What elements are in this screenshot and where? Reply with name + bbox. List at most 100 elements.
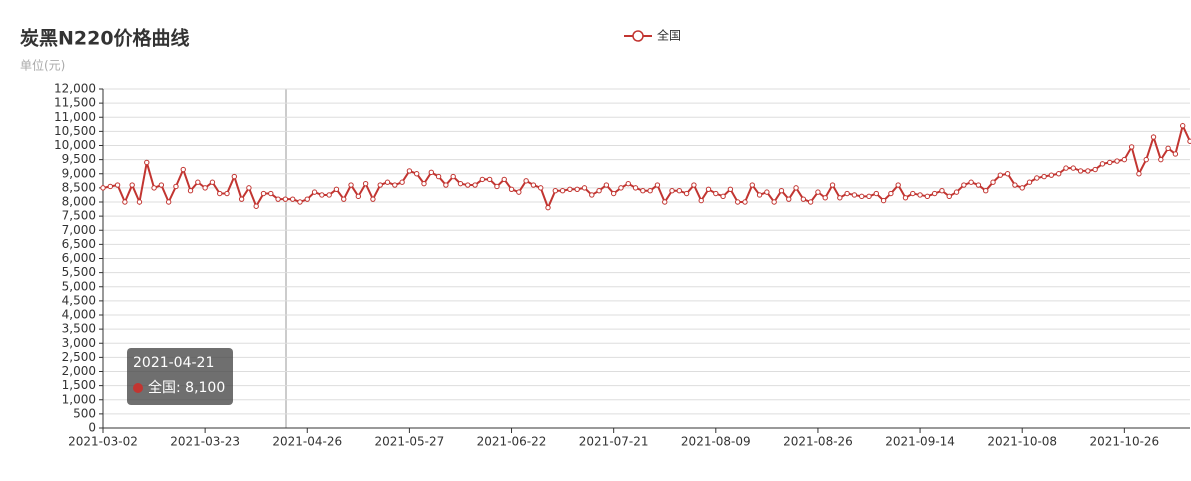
- point: [107, 183, 113, 190]
- point: [289, 196, 296, 202]
- point: [202, 185, 208, 191]
- point: [1180, 123, 1186, 129]
- y-tick-label: 10,500: [54, 124, 96, 138]
- point: [1034, 175, 1040, 181]
- point: [1092, 166, 1098, 173]
- point: [209, 179, 216, 185]
- point: [538, 185, 544, 191]
- point: [990, 179, 996, 185]
- point: [654, 182, 661, 188]
- point: [530, 182, 537, 188]
- point: [1143, 156, 1149, 163]
- point: [326, 192, 332, 198]
- point: [1041, 173, 1047, 180]
- point: [275, 196, 281, 202]
- point: [727, 186, 734, 192]
- y-tick-label: 8,000: [62, 195, 96, 209]
- point: [377, 182, 383, 188]
- point: [516, 189, 522, 195]
- x-tick-label: 2021-08-26: [783, 435, 853, 449]
- y-tick-label: 500: [73, 406, 96, 420]
- point: [778, 188, 785, 194]
- point: [384, 179, 391, 185]
- y-tick-label: 5,000: [62, 279, 96, 293]
- point: [895, 182, 901, 188]
- point: [640, 188, 646, 194]
- point: [662, 199, 668, 205]
- point: [260, 190, 267, 197]
- point: [559, 188, 566, 194]
- point: [975, 182, 982, 188]
- point: [304, 196, 310, 202]
- point: [851, 192, 858, 198]
- point: [807, 199, 814, 205]
- point: [829, 182, 836, 188]
- point: [924, 193, 931, 200]
- y-tick-label: 12,000: [54, 82, 96, 96]
- y-tick-label: 6,500: [62, 237, 96, 251]
- x-tick-label: 2021-03-23: [170, 435, 240, 449]
- point: [1114, 158, 1120, 164]
- point: [902, 195, 909, 201]
- point: [158, 182, 165, 188]
- point: [392, 182, 398, 188]
- x-tick-label: 2021-03-02: [68, 435, 138, 449]
- point: [246, 185, 252, 191]
- point: [910, 190, 916, 197]
- y-tick-label: 2,000: [62, 364, 96, 378]
- y-tick-label: 10,000: [54, 138, 96, 152]
- point: [479, 176, 486, 183]
- point: [472, 182, 478, 188]
- point: [523, 178, 529, 184]
- point: [151, 185, 157, 191]
- point: [1187, 138, 1191, 144]
- point: [406, 168, 413, 174]
- point: [1128, 144, 1135, 150]
- tooltip-text: 全国: 8,100: [148, 380, 226, 396]
- point: [370, 196, 376, 202]
- point: [713, 190, 719, 197]
- y-tick-label: 9,500: [62, 152, 96, 166]
- point: [122, 199, 128, 205]
- point: [581, 185, 588, 191]
- x-tick-label: 2021-09-14: [885, 435, 955, 449]
- point: [676, 188, 683, 194]
- point: [114, 182, 121, 188]
- point: [1063, 165, 1069, 171]
- y-tick-label: 3,000: [62, 336, 96, 350]
- legend-label[interactable]: 全国: [657, 28, 681, 43]
- point: [1172, 151, 1179, 157]
- point: [428, 169, 434, 176]
- point: [1048, 172, 1055, 178]
- point: [545, 204, 551, 211]
- point: [1012, 182, 1018, 188]
- legend-symbol: [632, 30, 644, 42]
- point: [1019, 185, 1025, 191]
- point: [508, 186, 515, 192]
- point: [917, 192, 923, 198]
- point: [173, 183, 179, 190]
- point: [311, 189, 318, 195]
- chart-title: 炭黑N220价格曲线: [20, 27, 190, 50]
- y-tick-label: 4,500: [62, 293, 96, 307]
- point: [187, 188, 194, 194]
- point: [705, 186, 712, 192]
- point: [195, 179, 201, 185]
- point: [224, 190, 230, 197]
- y-tick-label: 7,500: [62, 209, 96, 223]
- point: [647, 188, 653, 194]
- point: [1077, 168, 1084, 174]
- point: [844, 190, 850, 197]
- point: [1004, 171, 1011, 177]
- point: [413, 171, 420, 177]
- point: [698, 197, 704, 204]
- point: [793, 185, 799, 191]
- point: [319, 192, 325, 198]
- point: [282, 196, 289, 202]
- point: [129, 182, 135, 188]
- point: [939, 188, 945, 194]
- point: [297, 199, 303, 205]
- x-tick-label: 2021-10-26: [1089, 435, 1159, 449]
